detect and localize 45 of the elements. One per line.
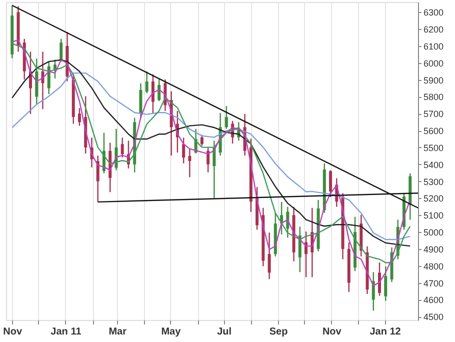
x-tick-label: Jul bbox=[217, 326, 232, 338]
y-tick-label: 5800 bbox=[424, 92, 444, 102]
candlestick bbox=[329, 170, 332, 198]
x-tick-label: May bbox=[161, 326, 182, 338]
y-tick-label: 5400 bbox=[424, 160, 444, 170]
candlestick bbox=[384, 266, 388, 302]
y-tick-label: 6200 bbox=[424, 24, 444, 35]
y-tick-label: 5000 bbox=[424, 228, 444, 238]
x-tick-label: Jan 12 bbox=[370, 326, 402, 338]
x-tick-label: Sep bbox=[269, 326, 288, 338]
y-tick-label: 4700 bbox=[424, 278, 444, 288]
y-tick-label: 6000 bbox=[424, 58, 444, 68]
y-tick-label: 4900 bbox=[424, 244, 444, 254]
candlestick bbox=[60, 38, 63, 62]
y-tick-label: 5100 bbox=[424, 210, 444, 221]
y-tick-label: 4500 bbox=[424, 312, 444, 322]
candlestick bbox=[182, 137, 186, 164]
candlestick bbox=[96, 154, 100, 203]
y-tick-label: 5500 bbox=[424, 142, 444, 153]
candlestick bbox=[47, 60, 50, 95]
x-tick-label: Jan 11 bbox=[50, 326, 82, 338]
y-tick-label: 4800 bbox=[424, 261, 444, 272]
candlestick bbox=[224, 105, 228, 130]
candlestick bbox=[78, 107, 81, 126]
candlestick bbox=[378, 262, 382, 296]
y-tick-label: 5900 bbox=[424, 75, 444, 86]
candlestick bbox=[268, 232, 271, 280]
y-tick-label: 4600 bbox=[424, 295, 444, 306]
y-tick-label: 5600 bbox=[424, 126, 444, 136]
y-tick-label: 5300 bbox=[424, 176, 444, 187]
candlestick bbox=[53, 59, 56, 80]
candlestick bbox=[304, 230, 308, 278]
candlestick bbox=[145, 70, 148, 94]
candlestick bbox=[151, 74, 154, 115]
candlestick bbox=[139, 82, 142, 120]
y-tick-label: 6300 bbox=[424, 8, 444, 18]
candlestick bbox=[120, 137, 124, 158]
candlestick bbox=[188, 148, 192, 178]
y-tick-label: 5200 bbox=[424, 194, 444, 204]
y-tick-label: 6100 bbox=[424, 41, 444, 52]
x-tick-label: Nov bbox=[3, 326, 22, 338]
y-tick-label: 5700 bbox=[424, 109, 444, 120]
x-tick-label: Nov bbox=[322, 326, 342, 338]
x-tick-label: Mar bbox=[108, 326, 127, 338]
candlestick bbox=[206, 147, 210, 173]
